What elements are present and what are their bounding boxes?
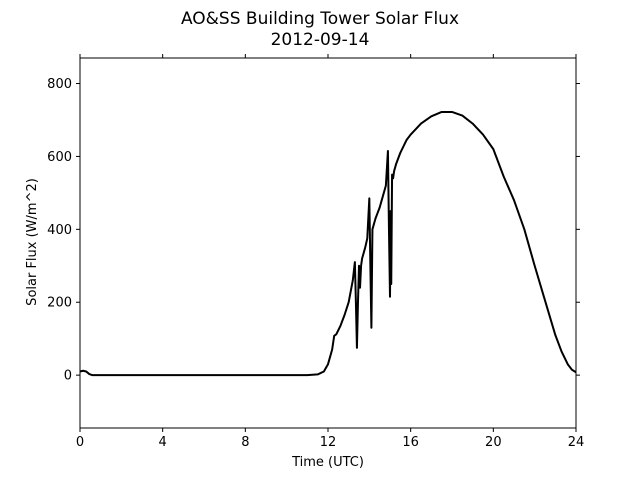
y-tick-label-0: 0: [64, 369, 72, 384]
x-tick-label-20: 20: [485, 435, 502, 450]
x-axis-label: Time (UTC): [291, 455, 364, 470]
plot-area: [79, 57, 577, 429]
x-tick-label-16: 16: [402, 435, 419, 450]
y-tick-label-600: 600: [47, 150, 72, 165]
chart-subtitle: 2012-09-14: [271, 30, 370, 50]
x-tick-label-12: 12: [320, 435, 337, 450]
y-tick-label-400: 400: [47, 223, 72, 238]
y-axis-label: Solar Flux (W/m^2): [25, 178, 40, 306]
x-tick-label-4: 4: [159, 435, 167, 450]
x-axis: 0 4 8 12 16 20 24: [76, 54, 584, 450]
y-tick-label-800: 800: [47, 77, 72, 92]
x-tick-label-24: 24: [568, 435, 585, 450]
plot-frame: [79, 57, 577, 429]
x-tick-label-8: 8: [241, 435, 249, 450]
y-axis: 0 200 400 600 800: [47, 77, 580, 384]
y-tick-label-200: 200: [47, 296, 72, 311]
series-line: [79, 110, 577, 377]
x-tick-label-0: 0: [76, 435, 84, 450]
chart-title: AO&SS Building Tower Solar Flux: [181, 9, 459, 29]
